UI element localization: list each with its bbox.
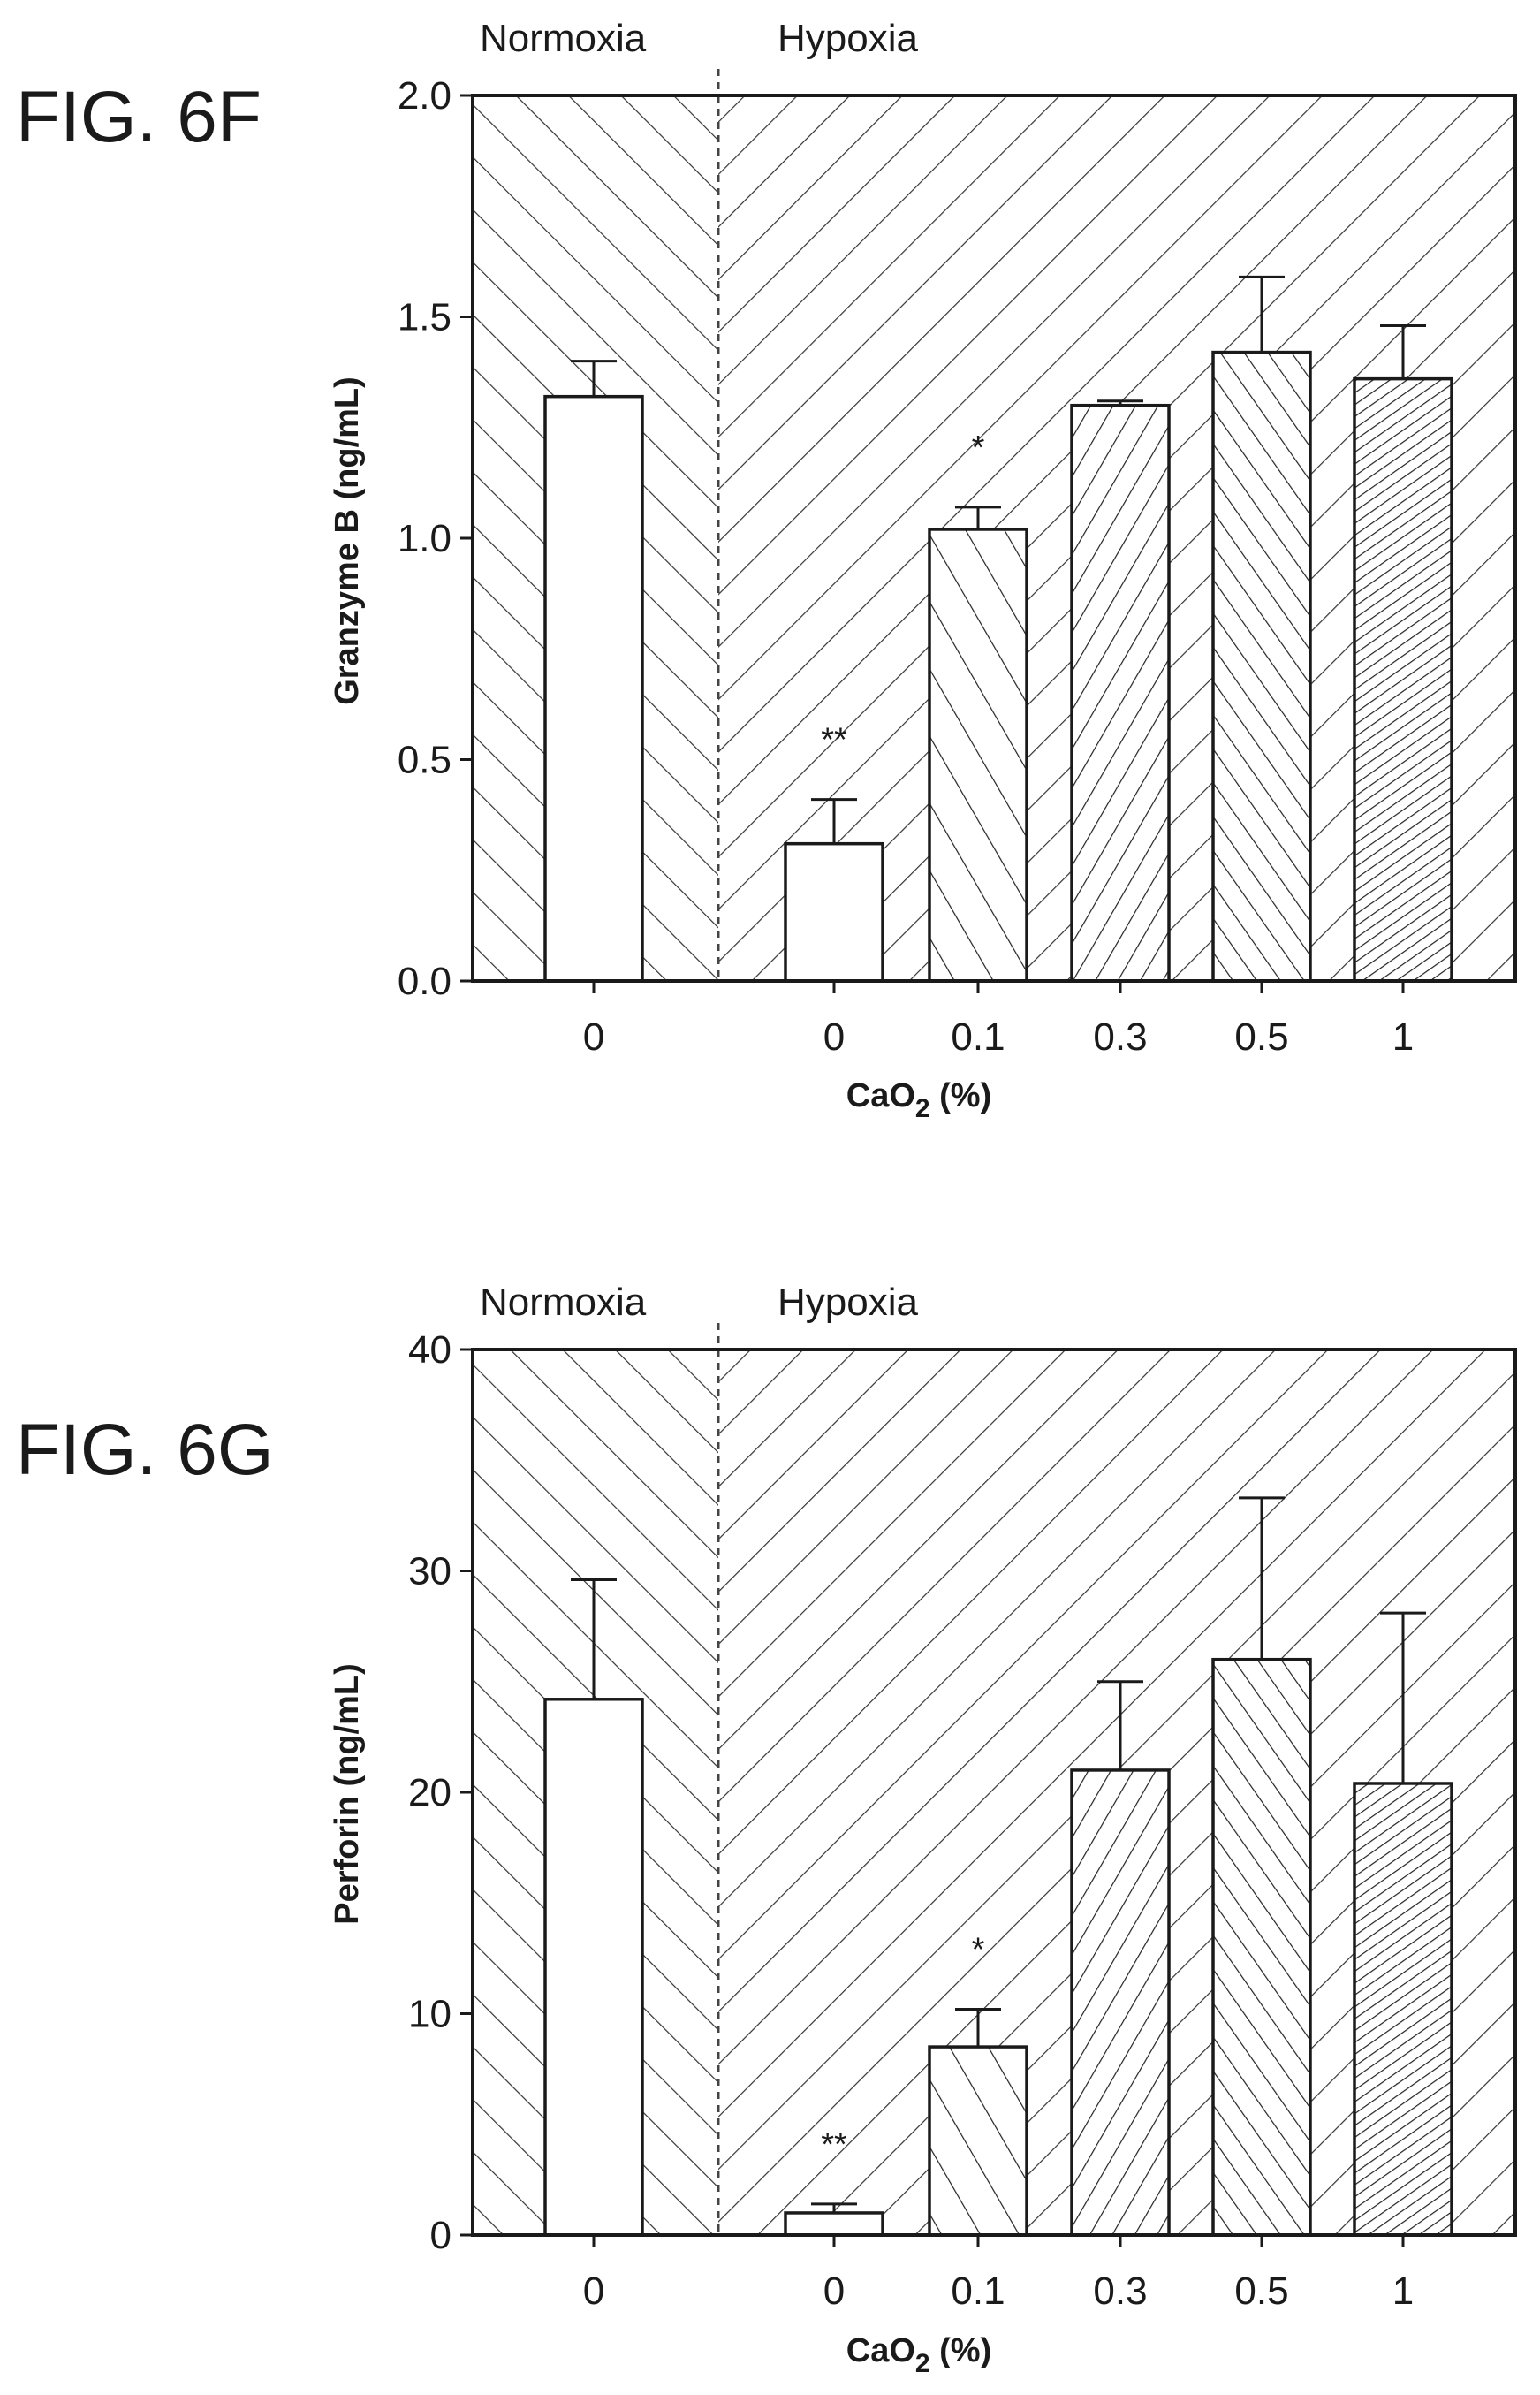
- bar: [928, 2045, 1028, 2237]
- x-tick-label: 1: [1392, 2270, 1414, 2313]
- x-axis: 0 0 0.1 0.3 0.5 1: [583, 981, 1414, 1059]
- significance-markers: ***: [821, 1931, 984, 2163]
- y-tick-label: 0.5: [398, 739, 451, 782]
- normoxia-label: Normoxia: [480, 17, 647, 60]
- figure-label: FIG. 6F: [16, 77, 262, 157]
- significance-marker: *: [972, 1931, 985, 1968]
- y-tick-label: 20: [408, 1771, 451, 1814]
- bar: [1070, 403, 1171, 983]
- significance-marker: **: [821, 722, 847, 759]
- figure-label: FIG. 6G: [16, 1410, 274, 1490]
- hypoxia-label: Hypoxia: [778, 17, 918, 60]
- bar: [784, 841, 884, 983]
- y-tick-label: 0.0: [398, 960, 451, 1003]
- y-axis-title: Perforin (ng/mL): [329, 1663, 366, 1925]
- y-tick-label: 30: [408, 1550, 451, 1593]
- bar: [1353, 376, 1453, 983]
- x-tick-label: 0.1: [951, 2270, 1005, 2313]
- y-axis: 0 10 20 30 40: [408, 1328, 473, 2257]
- x-axis-title: CaO2 (%): [846, 2332, 991, 2378]
- bar-series: [543, 350, 1453, 983]
- y-tick-label: 10: [408, 1993, 451, 2036]
- significance-marker: **: [821, 2126, 847, 2163]
- y-tick-label: 40: [408, 1328, 451, 1372]
- bar: [1353, 1782, 1453, 2237]
- y-tick-label: 1.5: [398, 296, 451, 339]
- chart-panel-6f: FIG. 6F Normoxia Hypoxia *** 0.00.51.01.…: [16, 17, 1517, 1123]
- error-bars: [571, 1496, 1426, 2213]
- y-tick-label: 0: [430, 2214, 451, 2257]
- x-axis-title: CaO2 (%): [846, 1077, 991, 1123]
- bar: [543, 394, 644, 983]
- error-bars: [571, 275, 1426, 844]
- x-tick-label: 0: [823, 2270, 845, 2313]
- significance-marker: *: [972, 430, 985, 467]
- significance-markers: ***: [821, 430, 984, 759]
- x-tick-label: 0: [583, 1015, 604, 1059]
- x-axis: 0 0 0.1 0.3 0.5 1: [583, 2235, 1414, 2313]
- bar: [1211, 350, 1312, 983]
- bar: [543, 1698, 644, 2237]
- x-tick-label: 0.3: [1093, 1015, 1147, 1059]
- bar: [928, 528, 1028, 983]
- x-tick-label: 0.5: [1234, 2270, 1288, 2313]
- bar: [1211, 1657, 1312, 2237]
- y-axis: 0.0 0.5 1.0 1.5 2.0: [398, 74, 473, 1003]
- bar-series: [543, 1657, 1453, 2237]
- x-tick-label: 0.3: [1093, 2270, 1147, 2313]
- bar: [1070, 1768, 1171, 2237]
- bar: [784, 2211, 884, 2237]
- x-tick-label: 0: [583, 2270, 604, 2313]
- x-tick-label: 1: [1392, 1015, 1414, 1059]
- y-tick-label: 2.0: [398, 74, 451, 118]
- x-tick-label: 0.1: [951, 1015, 1005, 1059]
- hypoxia-label: Hypoxia: [778, 1281, 918, 1324]
- y-axis-title: Granzyme B (ng/mL): [329, 376, 366, 705]
- x-tick-label: 0: [823, 1015, 845, 1059]
- y-tick-label: 1.0: [398, 517, 451, 560]
- normoxia-label: Normoxia: [480, 1281, 647, 1324]
- x-tick-label: 0.5: [1234, 1015, 1288, 1059]
